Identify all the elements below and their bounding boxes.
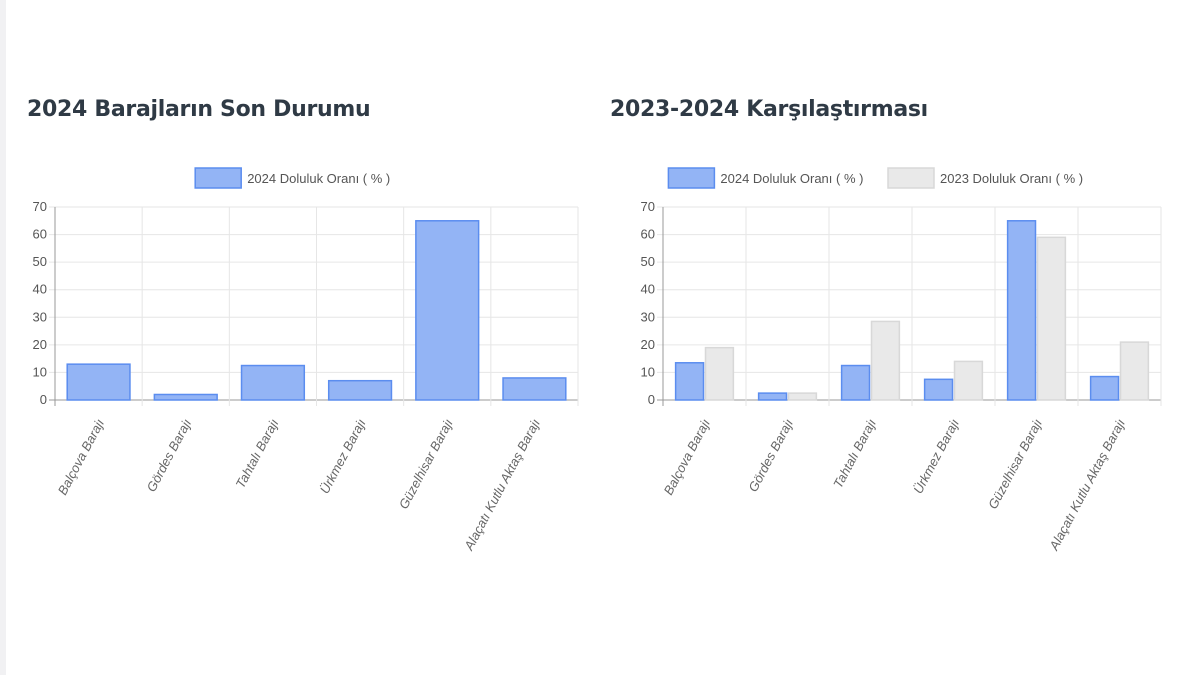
y-tick-label: 0 [40, 392, 47, 407]
bar-chart-comparison: 0 10 20 30 40 50 60 70 Balçova Barajı Gördes Bara… [641, 167, 1162, 553]
chart-panel-2024: 2024 Barajların Son Durumu 0 10 20 30 40 50 60… [0, 0, 590, 675]
page-edge [0, 0, 6, 675]
bar [415, 220, 480, 401]
y-tick-label: 40 [641, 282, 655, 297]
x-tick-label: Ürkmez Barajı [910, 416, 962, 496]
legend-swatch [194, 167, 242, 189]
chart-panel-comparison: 2023-2024 Karşılaştırması 0 10 20 30 40 50 60 7… [583, 0, 1173, 675]
bar [953, 360, 984, 401]
bar [502, 377, 567, 401]
y-tick-label: 20 [641, 337, 655, 352]
x-tick-label: Tahtalı Barajı [830, 416, 879, 491]
bar [1036, 236, 1067, 401]
bar [840, 364, 871, 401]
bar [787, 392, 818, 401]
x-tick-label: Güzelhisar Barajı [985, 416, 1045, 511]
y-tick-label: 70 [641, 199, 655, 214]
chart-title: 2023-2024 Karşılaştırması [610, 97, 928, 122]
x-tick-label: Gördes Barajı [745, 416, 796, 494]
y-tick-label: 30 [641, 309, 655, 324]
bar [870, 320, 901, 401]
chart-title: 2024 Barajların Son Durumu [27, 97, 371, 122]
bar [1119, 341, 1150, 401]
legend-label: 2023 Doluluk Oranı ( % ) [940, 171, 1083, 186]
bar [153, 393, 218, 401]
y-tick-label: 50 [641, 254, 655, 269]
bar [923, 378, 954, 401]
legend-label: 2024 Doluluk Oranı ( % ) [720, 171, 863, 186]
bar [1006, 220, 1037, 401]
y-tick-label: 60 [33, 227, 47, 242]
bar-chart-2024: 0 10 20 30 40 50 60 70 Balçova Barajı Gördes Bara… [33, 167, 579, 553]
bar [674, 362, 705, 401]
y-tick-label: 10 [641, 364, 655, 379]
y-tick-label: 10 [33, 364, 47, 379]
legend-label: 2024 Doluluk Oranı ( % ) [247, 171, 390, 186]
bar [1089, 375, 1120, 401]
y-tick-label: 40 [33, 282, 47, 297]
bar [327, 379, 393, 401]
x-tick-label: Gördes Barajı [144, 416, 195, 494]
y-tick-label: 0 [648, 392, 655, 407]
bar [240, 364, 306, 401]
y-tick-label: 20 [33, 337, 47, 352]
y-tick-label: 30 [33, 309, 47, 324]
bar [704, 346, 735, 401]
y-tick-label: 60 [641, 227, 655, 242]
bar [66, 363, 131, 401]
x-tick-label: Balçova Barajı [661, 416, 714, 497]
x-tick-label: Tahtalı Barajı [233, 416, 282, 491]
y-tick-label: 70 [33, 199, 47, 214]
x-tick-label: Alaçatı Kutlu Aktaş Barajı [1046, 416, 1129, 553]
x-tick-label: Ürkmez Barajı [317, 416, 369, 496]
x-tick-label: Balçova Barajı [55, 416, 108, 497]
y-tick-label: 50 [33, 254, 47, 269]
x-tick-label: Alaçatı Kutlu Aktaş Barajı [461, 416, 544, 553]
legend-swatch [887, 167, 935, 189]
bar [757, 392, 788, 401]
x-tick-label: Güzelhisar Barajı [396, 416, 456, 511]
legend-swatch [667, 167, 716, 189]
